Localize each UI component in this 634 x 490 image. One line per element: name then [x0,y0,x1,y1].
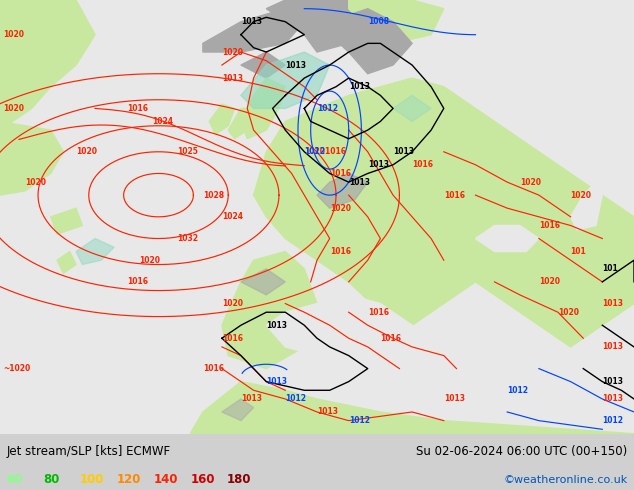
Text: 1032: 1032 [178,234,198,243]
Polygon shape [349,0,444,43]
Text: 1020: 1020 [520,178,541,187]
Text: 1013: 1013 [602,343,623,351]
Polygon shape [241,52,285,78]
Text: 101: 101 [571,247,586,256]
Polygon shape [266,295,412,368]
Text: 1013: 1013 [444,394,465,403]
Text: Jet stream/SLP [kts] ECMWF: Jet stream/SLP [kts] ECMWF [6,445,171,458]
Text: 1016: 1016 [330,169,351,178]
Polygon shape [241,269,285,295]
Text: 1013: 1013 [349,82,370,91]
Text: 1013: 1013 [349,178,370,187]
Text: 10201016: 10201016 [304,147,346,156]
Text: 1013: 1013 [285,61,306,70]
Polygon shape [0,0,95,130]
Text: 1020: 1020 [330,204,351,213]
Text: 1013: 1013 [602,299,623,308]
Text: 1016: 1016 [380,334,401,343]
Text: 1020: 1020 [558,308,579,317]
Polygon shape [393,96,431,122]
Polygon shape [241,52,330,108]
Text: Su 02-06-2024 06:00 UTC (00+150): Su 02-06-2024 06:00 UTC (00+150) [417,445,628,458]
Text: 180: 180 [227,473,252,487]
Text: 1012: 1012 [349,416,370,425]
Text: 1020: 1020 [76,147,97,156]
Polygon shape [57,251,76,273]
Text: 140: 140 [153,473,178,487]
Polygon shape [476,225,539,251]
Polygon shape [222,251,317,368]
Polygon shape [76,239,114,265]
Text: 1016: 1016 [444,191,465,199]
Polygon shape [51,208,82,234]
Text: 1016: 1016 [127,277,148,286]
Text: 1013: 1013 [222,74,243,82]
Text: 1016: 1016 [412,160,433,169]
Text: 1020: 1020 [222,299,243,308]
Polygon shape [222,399,254,420]
Text: 1020: 1020 [3,30,24,39]
Text: 1013: 1013 [602,377,623,386]
Text: 101: 101 [602,265,618,273]
Text: 1013: 1013 [368,160,389,169]
Text: 100: 100 [80,473,104,487]
Text: 1024: 1024 [222,212,243,221]
Text: 1013: 1013 [393,147,414,156]
Text: 1012: 1012 [304,147,325,156]
Text: 1020: 1020 [25,178,46,187]
Text: 1013: 1013 [602,394,623,403]
Polygon shape [330,9,412,74]
Text: ©weatheronline.co.uk: ©weatheronline.co.uk [503,475,628,485]
Text: 1016: 1016 [203,364,224,373]
Polygon shape [241,78,285,139]
Text: 1016: 1016 [127,104,148,113]
Text: 120: 120 [117,473,141,487]
Polygon shape [254,78,634,347]
Text: 1025: 1025 [178,147,198,156]
Text: 1013: 1013 [317,408,338,416]
Text: 1012: 1012 [317,104,338,113]
Text: 1013: 1013 [266,321,287,330]
Text: 1012: 1012 [602,416,623,425]
Text: 1013: 1013 [241,17,262,26]
Text: 80: 80 [43,473,60,487]
Text: 1012: 1012 [285,394,306,403]
Polygon shape [228,108,254,139]
Text: 1012: 1012 [507,386,528,395]
Text: 1016: 1016 [222,334,243,343]
Text: 1013: 1013 [241,394,262,403]
Polygon shape [0,122,63,195]
Text: 1020: 1020 [3,104,24,113]
Polygon shape [571,182,602,230]
Text: ~1020: ~1020 [3,364,30,373]
Text: 1016: 1016 [368,308,389,317]
Text: 1020: 1020 [222,48,243,56]
Text: 1008: 1008 [368,17,389,26]
Polygon shape [317,173,368,208]
Polygon shape [209,104,235,134]
Polygon shape [266,0,368,52]
Text: 1020: 1020 [539,277,560,286]
Text: 60: 60 [6,473,23,487]
Text: 1020: 1020 [571,191,592,199]
Polygon shape [203,9,304,52]
Text: 1016: 1016 [539,221,560,230]
Text: 1020: 1020 [139,256,160,265]
Text: 160: 160 [190,473,215,487]
Text: 1016: 1016 [330,247,351,256]
Text: 1028: 1028 [203,191,224,199]
Text: 1024: 1024 [152,117,173,126]
Polygon shape [190,382,634,434]
Text: 1013: 1013 [266,377,287,386]
